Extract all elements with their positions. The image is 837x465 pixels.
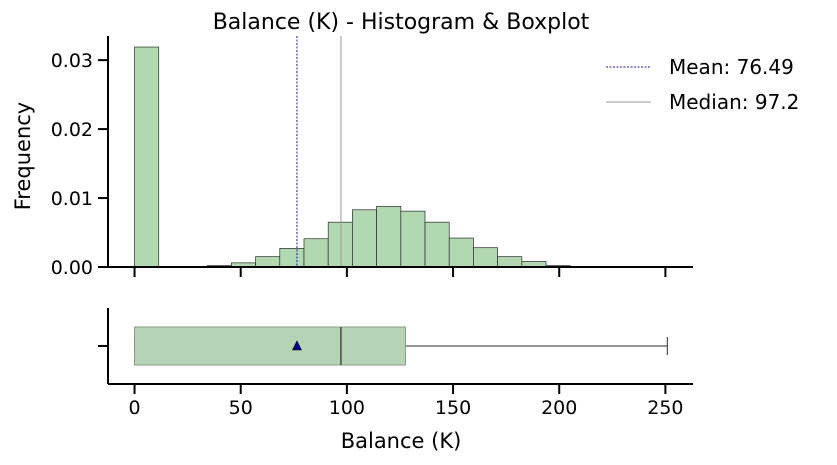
boxplot <box>134 326 668 366</box>
x-tick-label-4: 200 <box>541 397 577 419</box>
boxplot-mean-marker <box>291 340 302 351</box>
histogram-bar-5 <box>255 256 281 268</box>
histogram-bar-10 <box>376 205 402 268</box>
y-tick-label-1: 0.01 <box>51 188 93 210</box>
histogram-bar-7 <box>303 238 329 268</box>
x-tick-label-5: 250 <box>647 397 683 419</box>
y-tick-label-3: 0.03 <box>51 50 93 72</box>
histogram-bar-0 <box>134 46 160 268</box>
y-axis-ticks: 0.00 0.01 0.02 0.03 <box>51 50 108 279</box>
x-tick-label-2: 100 <box>329 397 365 419</box>
histogram-bar-6 <box>279 248 305 268</box>
x-tick-label-3: 150 <box>435 397 471 419</box>
x-axis-label: Balance (K) <box>341 429 462 453</box>
histogram-bar-13 <box>448 237 474 268</box>
histogram-bar-8 <box>327 221 353 268</box>
chart-title: Balance (K) - Histogram & Boxplot <box>213 10 590 35</box>
y-tick-label-2: 0.02 <box>51 119 93 141</box>
histogram-axes <box>107 36 693 268</box>
x-tick-label-0: 0 <box>128 397 140 419</box>
legend-mean-label: Mean: 76.49 <box>669 55 794 79</box>
boxplot-axes <box>98 308 693 385</box>
legend: Mean: 76.49 Median: 97.2 <box>606 55 799 114</box>
histogram-bar-12 <box>424 221 450 268</box>
y-tick-label-0: 0.00 <box>51 257 93 279</box>
histogram-bar-9 <box>352 209 377 268</box>
histogram-bar-14 <box>473 247 498 268</box>
histogram-bar-11 <box>400 210 426 268</box>
legend-median-label: Median: 97.2 <box>669 90 799 114</box>
x-tick-label-1: 50 <box>229 397 253 419</box>
reference-lines <box>296 36 342 267</box>
histogram-bar-15 <box>497 256 523 268</box>
histogram-bars <box>134 46 668 268</box>
y-axis-label: Frequency <box>11 102 35 211</box>
x-axis-ticks: 0 50 100 150 200 250 <box>128 267 684 419</box>
boxplot-box <box>134 326 406 366</box>
